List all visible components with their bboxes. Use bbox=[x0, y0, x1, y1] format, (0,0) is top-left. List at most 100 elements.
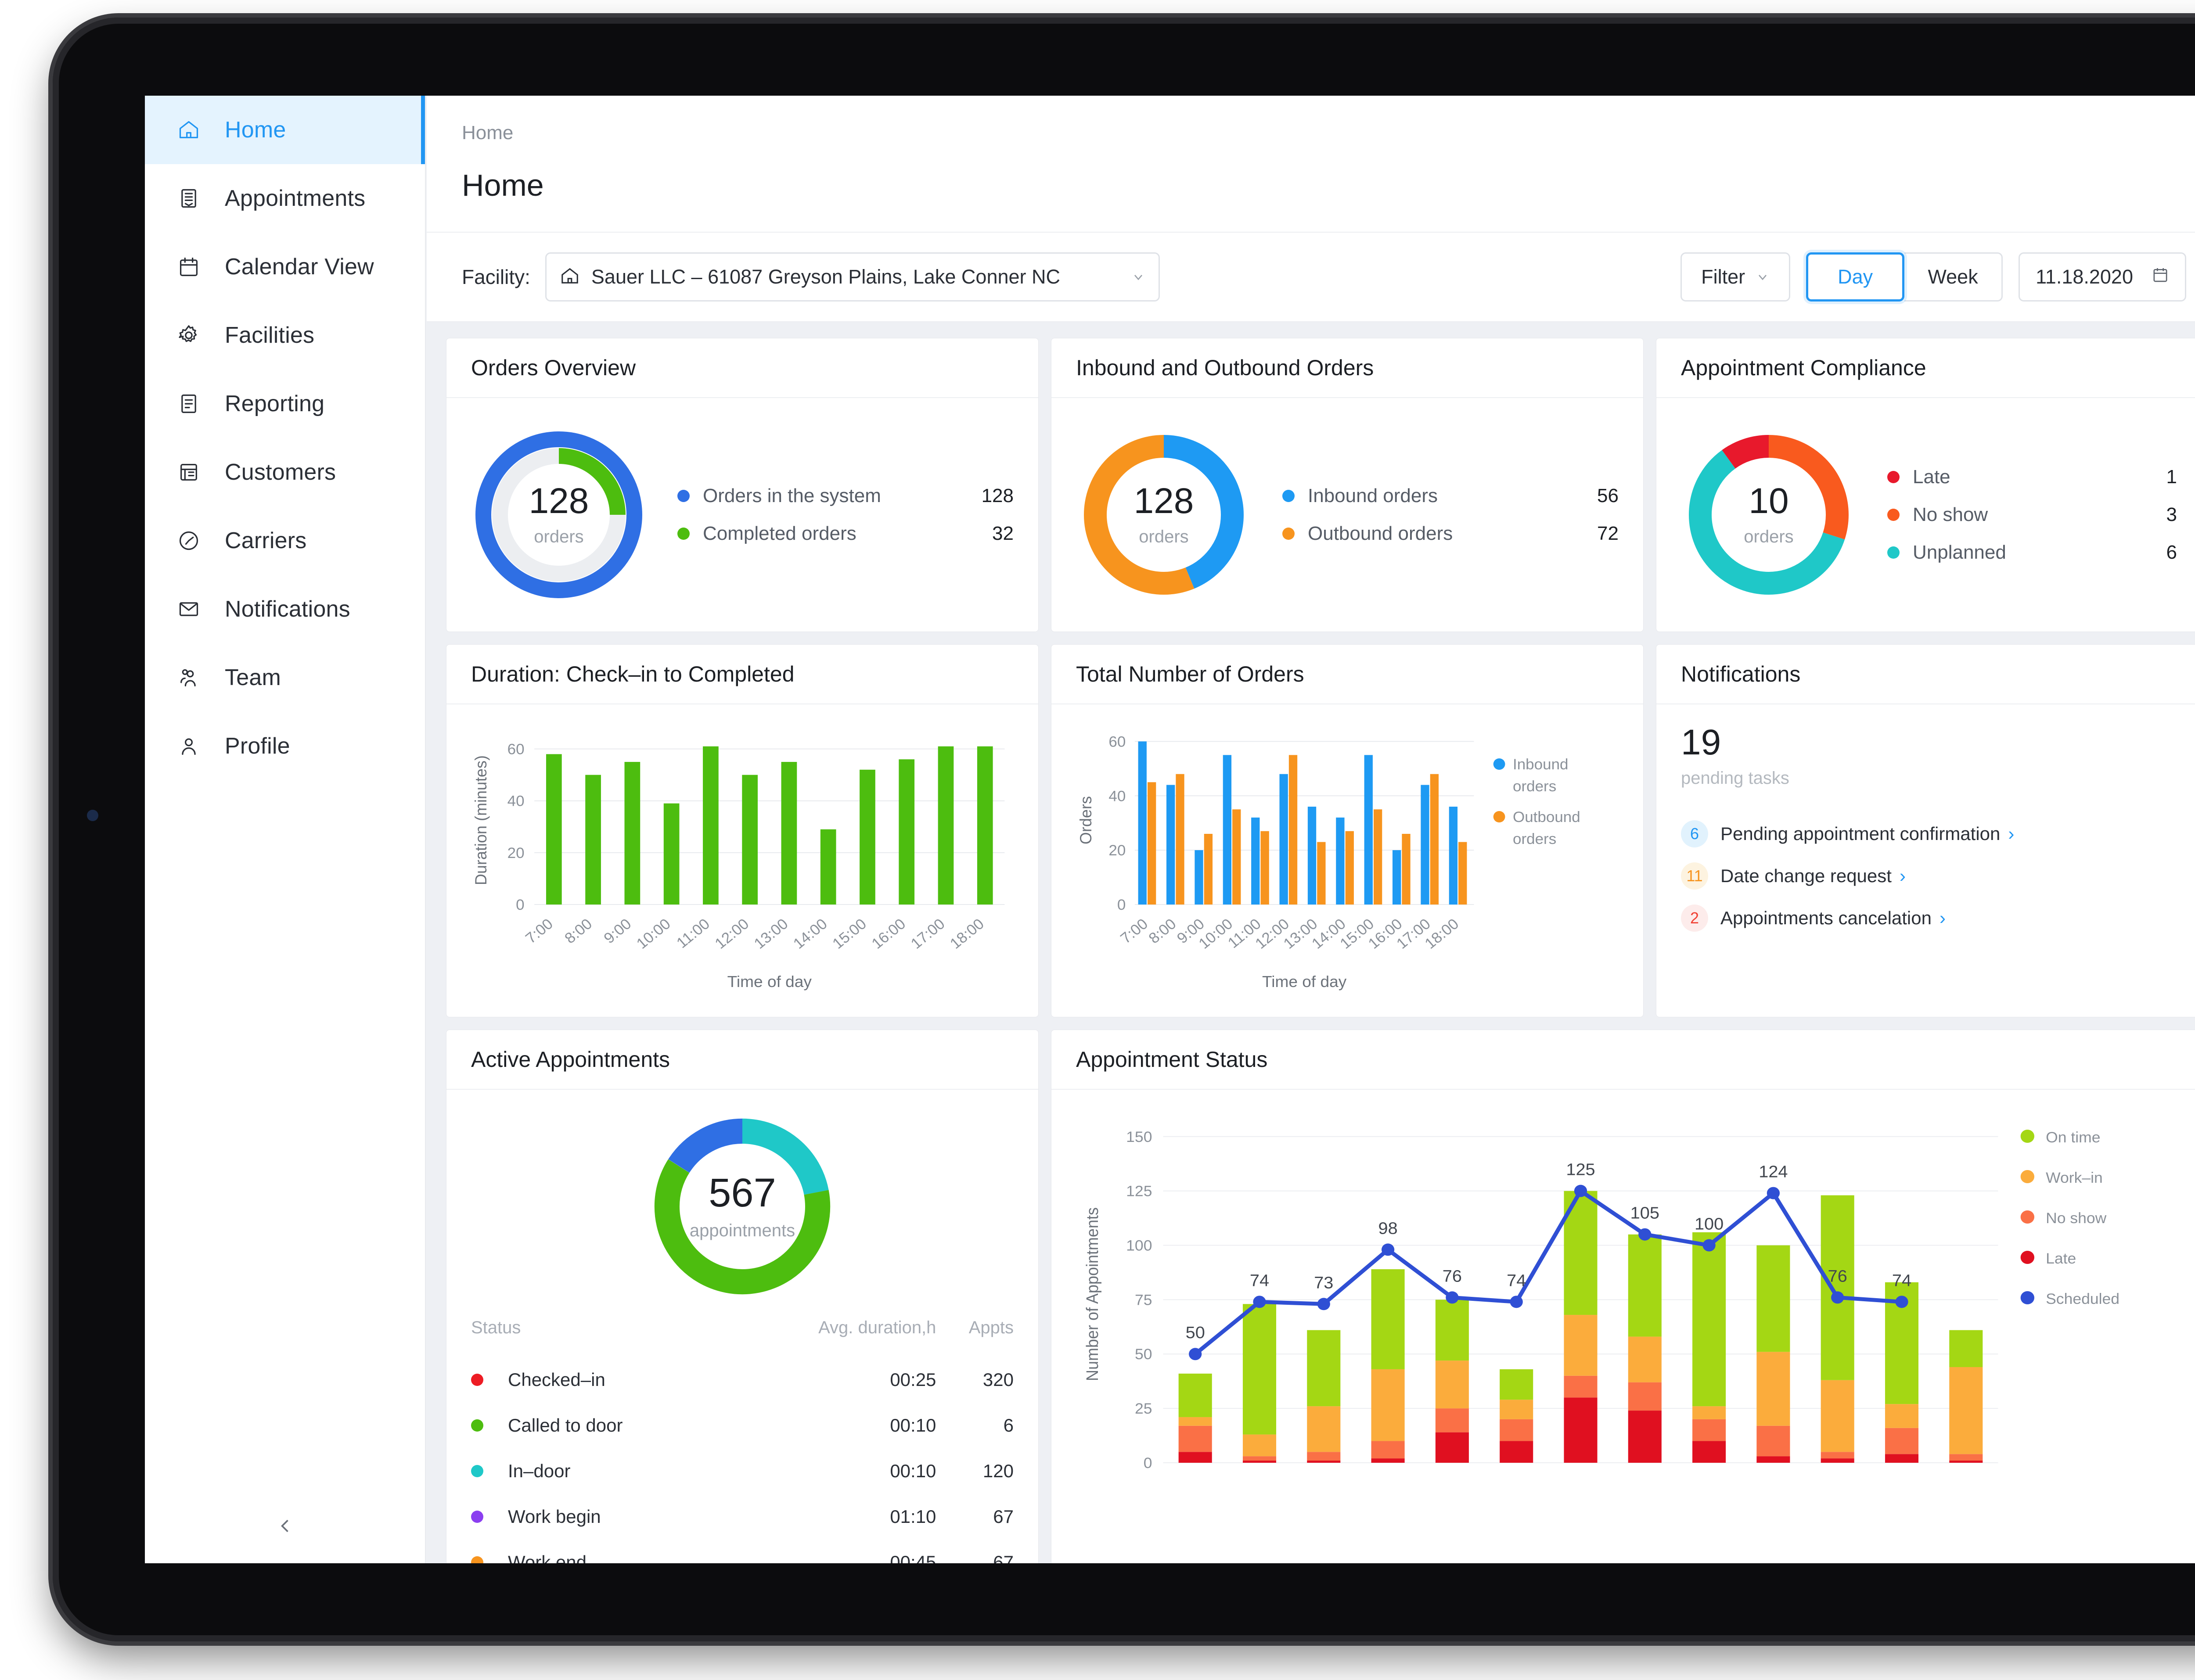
appointments-icon bbox=[177, 187, 200, 210]
donut-center-unit: orders bbox=[1139, 527, 1189, 546]
legend-item: Outbound orders 72 bbox=[1282, 515, 1619, 553]
dashboard-row-3: Active Appointments 567 bbox=[446, 1030, 2195, 1563]
orders-overview-donut: 128 orders bbox=[471, 427, 647, 603]
tab-week[interactable]: Week bbox=[1904, 252, 2003, 302]
status-color-dot bbox=[471, 1556, 483, 1563]
donut-center-value: 128 bbox=[529, 481, 589, 521]
status-color-dot bbox=[471, 1419, 483, 1432]
chevron-right-icon: › bbox=[1899, 865, 1906, 886]
legend-item: Completed orders 32 bbox=[677, 515, 1014, 553]
svg-text:18:00: 18:00 bbox=[1422, 915, 1462, 952]
legend-value: 32 bbox=[992, 523, 1014, 544]
status-cell: In–door bbox=[471, 1448, 733, 1494]
sidebar-item-label: Reporting bbox=[225, 391, 325, 416]
status-cell: Work begin bbox=[471, 1494, 733, 1540]
notification-item[interactable]: 6 Pending appointment confirmation › bbox=[1681, 813, 2177, 855]
donut-center-value: 567 bbox=[709, 1170, 776, 1215]
legend-item: Late 1 bbox=[1887, 458, 2177, 496]
legend-color-dot bbox=[1887, 509, 1900, 521]
sidebar-item-notifications[interactable]: Notifications bbox=[145, 575, 425, 643]
card-orders-overview: Orders Overview 128 bbox=[446, 338, 1039, 632]
donut-center-unit: orders bbox=[1744, 527, 1794, 546]
filter-button[interactable]: Filter bbox=[1680, 252, 1791, 302]
svg-text:105: 105 bbox=[1630, 1204, 1659, 1222]
dashboard-toolbar: Facility: Sauer LLC – 61087 Greyson Plai… bbox=[427, 232, 2195, 322]
person-icon bbox=[177, 735, 200, 757]
card-title: Appointment Compliance bbox=[1681, 355, 1926, 380]
range-toggle-group: Day Week bbox=[1806, 252, 2003, 302]
sidebar-item-label: Appointments bbox=[225, 186, 366, 211]
svg-text:125: 125 bbox=[1126, 1183, 1152, 1199]
sidebar-item-label: Profile bbox=[225, 733, 290, 759]
chevron-right-icon: › bbox=[2008, 823, 2015, 844]
sidebar-item-reporting[interactable]: Reporting bbox=[145, 370, 425, 438]
card-title: Appointment Status bbox=[1076, 1047, 1268, 1072]
svg-text:40: 40 bbox=[507, 793, 525, 809]
card-title: Notifications bbox=[1681, 662, 1801, 686]
status-color-dot bbox=[471, 1465, 483, 1477]
card-title: Orders Overview bbox=[471, 355, 636, 380]
date-picker[interactable]: 11.18.2020 bbox=[2019, 252, 2186, 302]
status-color-dot bbox=[471, 1374, 483, 1386]
table-row: Work begin 01:10 67 bbox=[471, 1494, 1014, 1540]
svg-text:11:00: 11:00 bbox=[673, 915, 713, 951]
table-header-row: Status Avg. duration,h Appts bbox=[471, 1318, 1014, 1357]
duration-bar-chart: 0 20 40 60 7:00 8:00 9:00 10:00 11:00 12:00 13:00 1… bbox=[471, 725, 1014, 997]
svg-text:Outbound: Outbound bbox=[1513, 809, 1580, 825]
card-appointment-status: Appointment Status 0 25 50 75 100 125 150 50 74 7… bbox=[1051, 1030, 2195, 1563]
svg-text:100: 100 bbox=[1695, 1215, 1724, 1233]
svg-text:20: 20 bbox=[1108, 843, 1126, 859]
status-color-dot bbox=[471, 1511, 483, 1523]
duration-cell: 01:10 bbox=[890, 1506, 936, 1527]
status-label: Called to door bbox=[508, 1415, 623, 1436]
sidebar-item-team[interactable]: Team bbox=[145, 643, 425, 712]
legend-value: 56 bbox=[1597, 485, 1619, 506]
legend-label: Late bbox=[1913, 466, 1950, 488]
notification-item[interactable]: 2 Appointments cancelation › bbox=[1681, 897, 2177, 939]
sidebar-item-home[interactable]: Home bbox=[145, 96, 425, 164]
breadcrumb[interactable]: Home bbox=[462, 122, 514, 144]
svg-text:18:00: 18:00 bbox=[947, 915, 987, 952]
svg-text:60: 60 bbox=[507, 741, 525, 757]
notification-item[interactable]: 11 Date change request › bbox=[1681, 855, 2177, 897]
sidebar-collapse-button[interactable] bbox=[145, 1516, 426, 1538]
svg-text:76: 76 bbox=[1828, 1267, 1847, 1285]
appts-cell: 67 bbox=[993, 1552, 1014, 1563]
notification-count-badge: 2 bbox=[1681, 905, 1708, 932]
card-inbound-outbound: Inbound and Outbound Orders 128 orde bbox=[1051, 338, 1644, 632]
svg-text:12:00: 12:00 bbox=[712, 915, 752, 952]
chevron-down-icon bbox=[1131, 270, 1145, 284]
svg-text:Inbound: Inbound bbox=[1513, 756, 1569, 772]
svg-text:13:00: 13:00 bbox=[751, 915, 792, 952]
legend-value: 3 bbox=[2166, 504, 2177, 525]
appts-cell: 67 bbox=[993, 1506, 1014, 1527]
card-notifications: Notifications 19 pending tasks 6 Pending … bbox=[1656, 644, 2195, 1017]
sidebar-item-appointments[interactable]: Appointments bbox=[145, 164, 425, 233]
facility-value: Sauer LLC – 61087 Greyson Plains, Lake C… bbox=[591, 266, 1061, 288]
sidebar-item-carriers[interactable]: Carriers bbox=[145, 506, 425, 575]
sidebar-item-profile[interactable]: Profile bbox=[145, 712, 425, 780]
notification-label: Date change request bbox=[1720, 865, 1892, 886]
gear-icon bbox=[177, 324, 200, 347]
svg-text:9:00: 9:00 bbox=[601, 915, 635, 947]
svg-text:Orders: Orders bbox=[1077, 796, 1095, 844]
sidebar-item-label: Team bbox=[225, 665, 281, 690]
svg-text:74: 74 bbox=[1892, 1271, 1911, 1290]
card-title: Duration: Check–in to Completed bbox=[471, 662, 795, 686]
home-icon bbox=[560, 266, 580, 288]
chevron-left-icon bbox=[276, 1516, 295, 1538]
sidebar-item-facilities[interactable]: Facilities bbox=[145, 301, 425, 370]
sidebar-item-customers[interactable]: Customers bbox=[145, 438, 425, 506]
svg-text:16:00: 16:00 bbox=[869, 915, 909, 952]
tab-day[interactable]: Day bbox=[1806, 252, 1905, 302]
customers-icon bbox=[177, 461, 200, 484]
card-total-orders: Total Number of Orders 0 20 40 60 7:00 8:00 9:… bbox=[1051, 644, 1644, 1017]
home-icon bbox=[177, 118, 200, 141]
donut-center-unit: orders bbox=[534, 527, 584, 546]
table-row: Checked–in 00:25 320 bbox=[471, 1357, 1014, 1403]
pending-tasks-count: 19 bbox=[1681, 722, 1721, 762]
inbound-outbound-legend: Inbound orders 56 Outbound orders 72 bbox=[1282, 477, 1619, 553]
svg-text:Number of Appointments: Number of Appointments bbox=[1083, 1207, 1101, 1381]
sidebar-item-calendar-view[interactable]: Calendar View bbox=[145, 233, 425, 301]
facility-select[interactable]: Sauer LLC – 61087 Greyson Plains, Lake C… bbox=[545, 252, 1160, 302]
